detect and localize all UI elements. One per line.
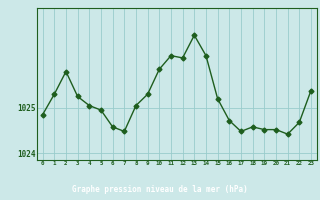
Text: Graphe pression niveau de la mer (hPa): Graphe pression niveau de la mer (hPa) xyxy=(72,185,248,194)
